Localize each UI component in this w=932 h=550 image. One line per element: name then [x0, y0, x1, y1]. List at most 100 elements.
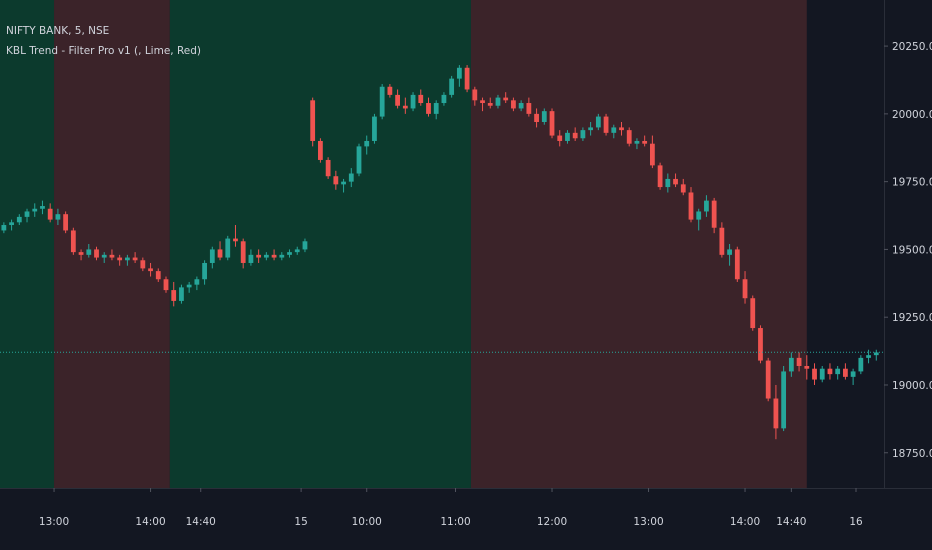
candle-body	[70, 230, 76, 253]
candle-body	[526, 103, 532, 114]
candle	[565, 130, 570, 144]
x-tick-label: 14:00	[730, 516, 760, 528]
candle-body	[750, 298, 756, 329]
candle	[773, 384, 779, 440]
candle-body	[487, 103, 493, 106]
candle-body	[819, 368, 825, 380]
candle	[140, 257, 146, 272]
candle	[441, 92, 447, 106]
candle-body	[55, 214, 61, 220]
candle-body	[734, 249, 740, 280]
x-tick-label: 13:00	[633, 516, 663, 528]
candle-body	[711, 200, 717, 228]
candle-body	[364, 140, 370, 147]
candle-body	[649, 143, 655, 166]
candle-body	[688, 192, 694, 220]
candle	[758, 325, 763, 364]
candle	[155, 268, 161, 282]
candle	[47, 203, 53, 223]
trend-zone-bull	[0, 0, 55, 488]
candle-body	[796, 357, 802, 366]
candle-body	[217, 249, 223, 258]
candle-body	[16, 216, 22, 223]
candle-body	[372, 116, 377, 141]
candle	[209, 246, 215, 269]
candle	[495, 94, 501, 109]
candle-body	[302, 241, 308, 250]
trend-zone-bull	[169, 0, 471, 488]
candle	[248, 249, 254, 266]
y-tick-label: 19250.00	[892, 312, 932, 324]
candle	[603, 113, 609, 136]
candle-body	[518, 103, 524, 109]
candle	[387, 84, 393, 98]
candle	[379, 84, 385, 120]
candle	[611, 124, 617, 139]
y-tick-label: 20000.00	[892, 109, 932, 121]
candle	[541, 108, 547, 125]
candle-body	[464, 67, 470, 90]
x-tick-label: 10:00	[352, 516, 382, 528]
candle	[503, 92, 509, 104]
candle-body	[858, 357, 864, 372]
x-tick-label: 14:40	[186, 516, 216, 528]
candle	[426, 97, 431, 117]
candle-body	[233, 238, 238, 242]
candle-body	[572, 132, 578, 139]
candle	[202, 260, 207, 285]
candle	[727, 244, 732, 266]
candle-body	[318, 140, 323, 160]
candle	[24, 208, 30, 223]
candle-body	[603, 116, 609, 133]
candle	[348, 168, 354, 188]
indicator-title[interactable]: KBL Trend - Filter Pro v1 (, Lime, Red)	[6, 45, 201, 57]
candle	[688, 187, 694, 223]
candle-body	[850, 371, 856, 377]
candle	[472, 86, 478, 106]
candle	[765, 357, 771, 402]
candle	[665, 173, 671, 193]
candle	[310, 97, 316, 147]
candle	[32, 203, 38, 217]
candle	[109, 249, 115, 261]
candle-body	[495, 97, 501, 106]
y-tick-label: 20250.00	[892, 41, 932, 53]
candle-body	[179, 287, 184, 301]
x-tick-label: 15	[294, 516, 307, 528]
candle-body	[511, 100, 516, 109]
candle	[333, 170, 339, 190]
candle	[518, 100, 524, 112]
x-tick-label: 13:00	[39, 516, 69, 528]
y-tick-label: 18750.00	[892, 448, 932, 460]
candle	[9, 219, 14, 231]
candle-body	[132, 257, 138, 261]
y-tick-label: 19750.00	[892, 177, 932, 189]
candle	[40, 200, 45, 215]
candle-body	[140, 260, 146, 269]
candle-body	[827, 368, 833, 375]
candle-body	[565, 132, 570, 141]
candle	[402, 97, 408, 114]
candle	[796, 352, 802, 372]
candle-body	[194, 279, 200, 285]
candle	[325, 157, 331, 179]
candle-body	[719, 227, 725, 255]
symbol-title[interactable]: NIFTY BANK, 5, NSE	[6, 25, 110, 37]
candle	[595, 113, 601, 131]
candle	[433, 100, 439, 120]
candle-body	[773, 398, 779, 429]
candle-body	[433, 103, 439, 114]
candle-body	[503, 97, 509, 101]
candle	[626, 127, 632, 147]
candle-body	[109, 254, 115, 258]
candle-body	[742, 279, 748, 299]
candle	[750, 295, 756, 331]
candle-body	[588, 127, 594, 131]
candle-body	[595, 116, 601, 128]
candle-body	[765, 360, 771, 399]
candle-body	[395, 94, 401, 106]
candle	[302, 238, 308, 253]
